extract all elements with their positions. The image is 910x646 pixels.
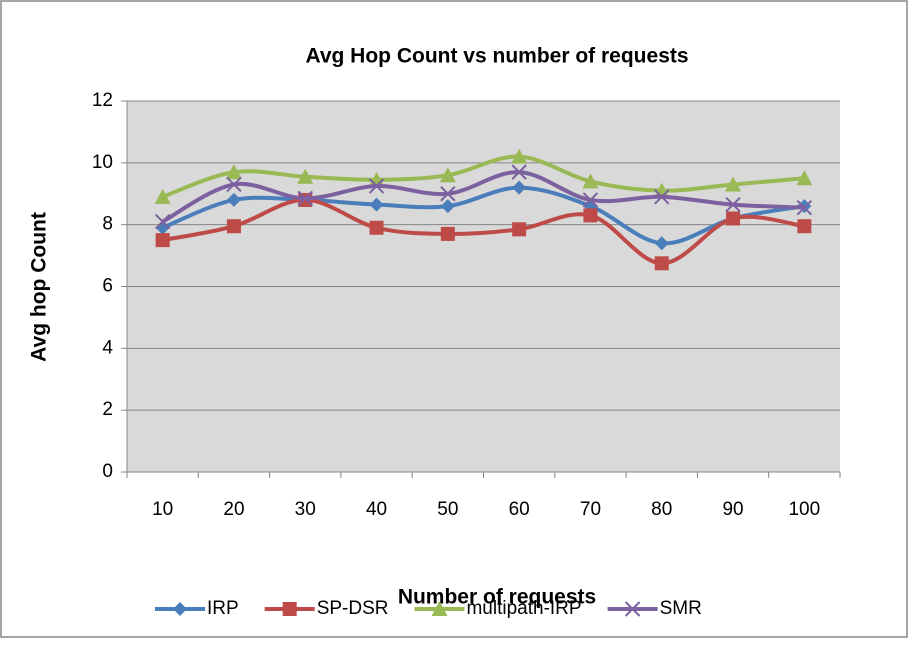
legend-marker [173, 602, 187, 616]
legend-marker [624, 601, 641, 617]
data-point [226, 219, 241, 234]
data-point [440, 186, 456, 202]
data-point [368, 178, 385, 194]
data-point [796, 170, 813, 186]
x-tick-label: 40 [366, 499, 387, 520]
y-axis-label: Avg hop Count [28, 212, 51, 362]
y-tick-label: 8 [102, 214, 113, 235]
data-point [226, 192, 241, 207]
data-point [725, 196, 741, 213]
series-line [161, 185, 805, 246]
series-line [161, 170, 805, 224]
data-point [725, 176, 742, 192]
x-tick-label: 20 [223, 499, 244, 520]
series-line [161, 154, 805, 199]
data-point [297, 190, 313, 207]
data-point [797, 219, 812, 234]
data-point [654, 189, 670, 205]
legend-marker [282, 602, 297, 616]
x-tick-label: 70 [580, 499, 601, 520]
data-point [440, 199, 455, 214]
legend-label: SP-DSR [317, 598, 389, 619]
legend-label: IRP [207, 598, 239, 619]
data-point [225, 164, 242, 180]
x-tick-label: 100 [788, 499, 820, 520]
y-tick-label: 12 [92, 90, 113, 111]
data-point [512, 180, 527, 195]
y-tick-label: 2 [102, 399, 113, 420]
data-point [654, 256, 669, 271]
x-tick-label: 30 [295, 499, 316, 520]
data-point [369, 197, 384, 212]
series-line [162, 197, 805, 266]
y-tick-label: 6 [102, 276, 113, 297]
y-tick-label: 10 [92, 152, 113, 173]
x-tick-label: 60 [509, 499, 530, 520]
x-tick-label: 10 [152, 499, 173, 520]
y-tick-label: 4 [102, 337, 113, 358]
y-tick-label: 0 [102, 461, 113, 482]
data-point [369, 220, 384, 235]
data-point [226, 176, 242, 193]
data-point [726, 211, 741, 226]
data-point [654, 236, 669, 251]
data-point [154, 213, 171, 230]
data-point [582, 192, 599, 208]
data-point [440, 226, 455, 241]
data-point [155, 233, 170, 248]
data-point [154, 188, 171, 204]
legend-marker [431, 601, 448, 616]
data-point [439, 167, 456, 183]
data-point [512, 222, 527, 237]
x-tick-label: 80 [651, 499, 672, 520]
x-tick-label: 50 [437, 499, 458, 520]
data-point [511, 164, 527, 180]
legend-label: multipath-IRP [466, 598, 581, 619]
data-point [297, 168, 314, 184]
x-axis-label: Number of requests [398, 586, 596, 609]
data-point [583, 208, 598, 223]
chart-title: Avg Hop Count vs number of requests [305, 45, 688, 68]
data-point [582, 173, 599, 189]
legend-label: SMR [660, 598, 702, 619]
x-tick-label: 90 [722, 499, 743, 520]
data-point [796, 199, 813, 216]
data-point [511, 148, 528, 164]
